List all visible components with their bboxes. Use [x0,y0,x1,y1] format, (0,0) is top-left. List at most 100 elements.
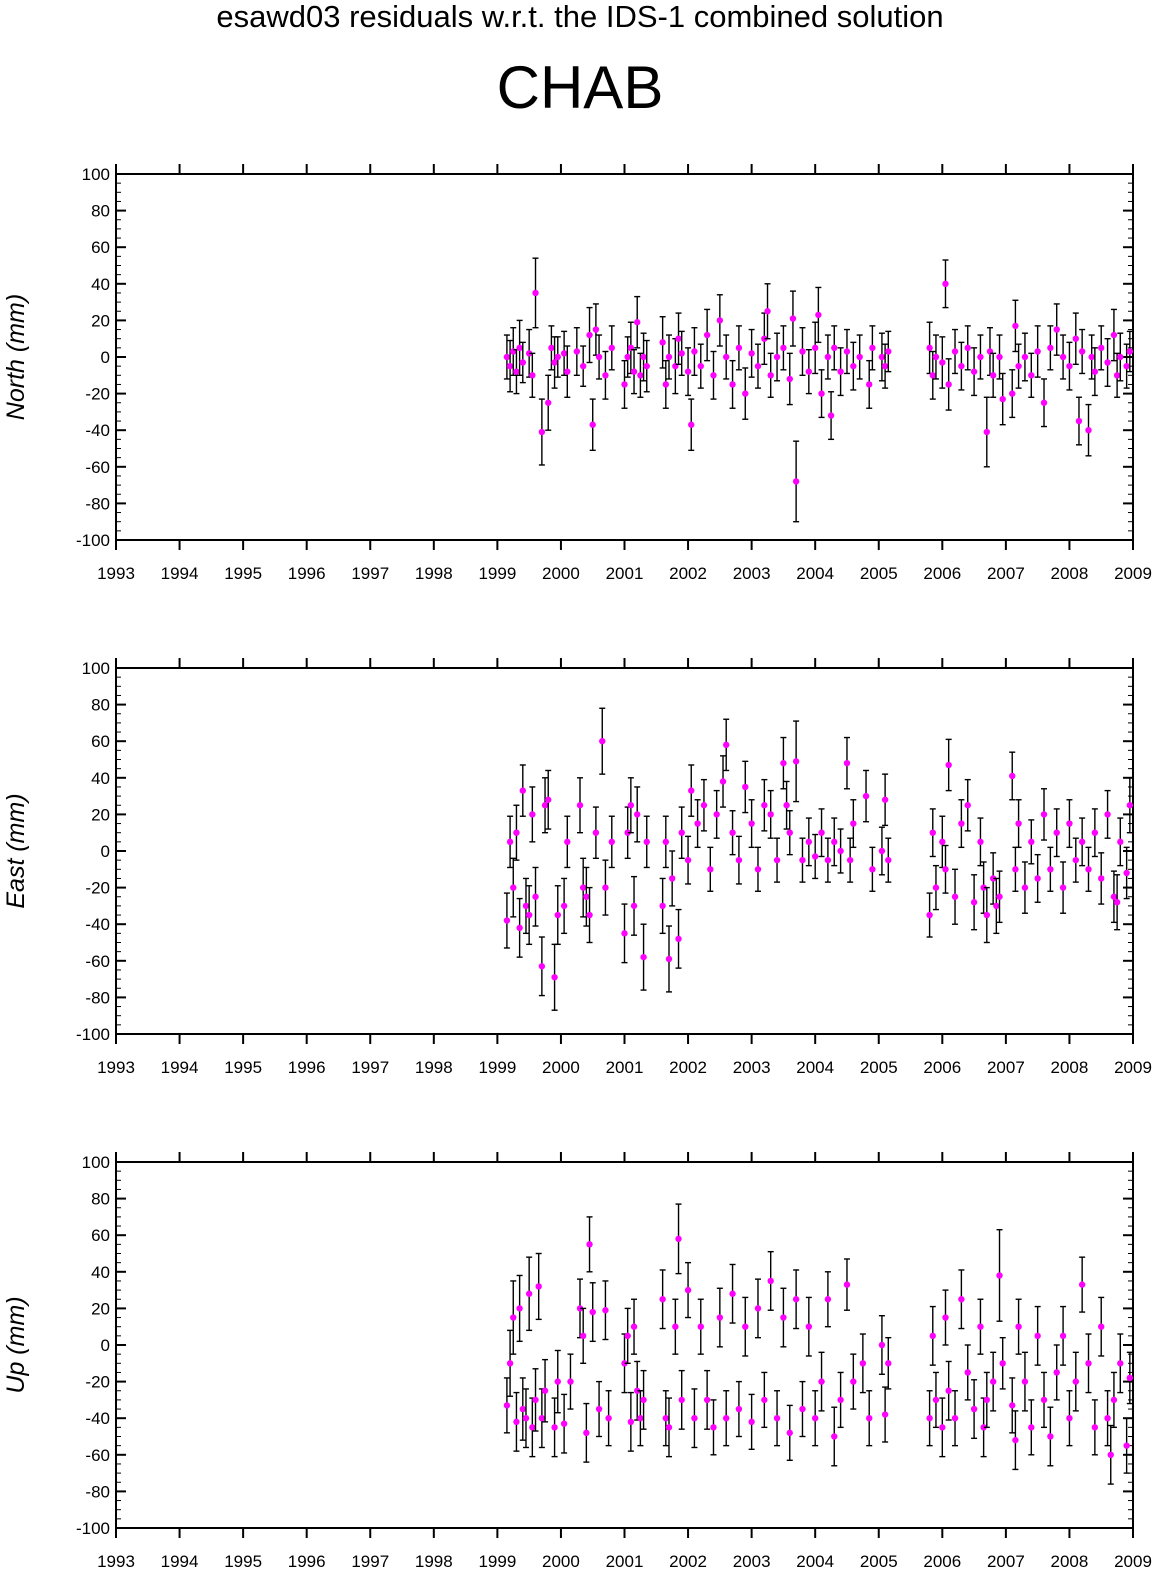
data-point [560,902,568,910]
data-point [1091,368,1099,375]
data-point [939,359,946,366]
data-point [1009,772,1016,780]
data-point [579,884,587,891]
data-point [843,348,851,355]
station-title: CHAB [496,54,664,121]
data-point [605,1415,612,1422]
data-point [1126,1374,1134,1382]
data-point [564,838,571,846]
data-point [869,344,876,352]
data-point [783,802,790,809]
y-tick-label: -60 [85,952,110,971]
data-point [792,478,800,485]
data-point [773,1415,781,1422]
data-point [532,1396,539,1404]
data-point [576,1305,584,1312]
data-point [850,1378,857,1385]
x-tick-label: 1998 [415,1552,453,1571]
data-point [662,381,670,388]
data-point [691,1415,698,1422]
data-point [843,759,851,767]
x-tick-label: 1998 [415,1058,453,1077]
data-point [513,1418,520,1426]
data-point [799,1405,806,1413]
data-point [595,1405,603,1413]
y-tick-label: 100 [82,165,110,184]
data-point [792,1296,800,1303]
y-tick-label: -100 [76,1025,110,1044]
data-point [1009,390,1016,397]
x-tick-label: 1999 [478,564,516,583]
x-tick-label: 2004 [796,1552,834,1571]
data-point [519,787,526,794]
data-point [723,353,730,361]
data-point [735,344,743,352]
data-point [970,368,978,375]
data-point [513,829,520,836]
data-point [999,1360,1006,1367]
data-point [1104,1415,1111,1422]
y-tick-label: 60 [91,732,110,751]
data-point [688,421,695,428]
data-point [621,930,628,937]
data-point [506,838,514,846]
x-tick-label: 2007 [987,1058,1025,1077]
data-point [767,372,774,379]
data-point [1091,829,1099,836]
data-point [1047,344,1054,352]
data-point [761,1396,768,1404]
data-point [627,1418,635,1426]
data-point [510,1314,517,1321]
data-point [1126,348,1134,355]
data-point [573,348,581,355]
data-point [602,884,609,891]
data-point [583,893,590,900]
data-point [624,1332,631,1340]
data-point [529,811,536,818]
data-point [815,311,822,319]
x-tick-label: 1994 [161,564,199,583]
data-point [859,1360,867,1367]
data-point [780,759,787,767]
data-point [589,1308,596,1316]
data-point [621,381,628,388]
data-point [1012,866,1019,873]
data-point [1028,372,1035,379]
data-point [1021,884,1029,891]
x-tick-label: 2000 [542,564,580,583]
data-point [942,280,949,287]
x-tick-label: 2002 [669,1058,707,1077]
data-point [595,353,603,361]
y-tick-label: -100 [76,531,110,550]
data-point [964,1369,971,1376]
data-point [627,802,635,809]
data-point [856,353,863,361]
data-point [773,856,781,864]
data-point [640,353,647,361]
data-point [1015,362,1022,370]
data-point [983,911,991,919]
data-point [1059,353,1067,361]
data-point [811,853,819,860]
data-point [735,1405,743,1413]
data-point [529,1424,536,1431]
data-point [599,738,606,745]
x-tick-label: 2009 [1114,564,1152,583]
data-point [634,319,641,326]
data-point [659,339,666,346]
y-tick-label: 40 [91,769,110,788]
data-point [811,344,819,352]
data-point [942,866,949,873]
data-point [710,372,717,379]
y-axis-label: Up (mm) [2,1296,30,1393]
x-tick-label: 2008 [1051,1058,1089,1077]
data-point [993,902,1000,910]
x-tick-label: 2007 [987,1552,1025,1571]
data-point [1053,326,1060,333]
data-point [866,1415,873,1422]
y-tick-label: -80 [85,988,110,1007]
data-point [678,1396,685,1404]
data-point [637,372,644,379]
x-tick-label: 1996 [288,1552,326,1571]
x-tick-label: 1996 [288,564,326,583]
